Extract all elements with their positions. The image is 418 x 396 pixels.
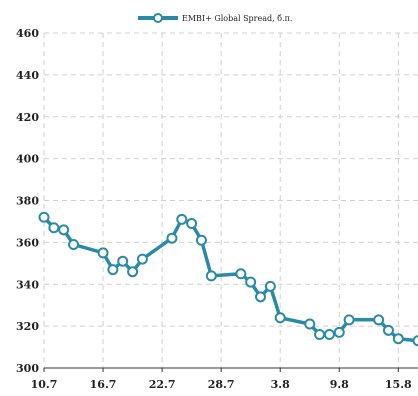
data-point [186, 218, 198, 230]
x-tick-label: 10.7 [31, 378, 58, 391]
data-point [323, 329, 335, 340]
data-point [343, 314, 355, 326]
data-point [245, 276, 257, 288]
x-tick-label: 22.7 [149, 378, 176, 391]
data-point [127, 266, 139, 278]
data-point [107, 264, 119, 276]
y-tick-label: 340 [16, 278, 39, 291]
y-tick-label: 460 [16, 27, 39, 40]
data-point [235, 268, 247, 280]
data-point [382, 324, 394, 336]
legend-marker-swatch [153, 13, 163, 23]
data-point [117, 255, 129, 267]
y-tick-label: 320 [16, 320, 39, 333]
data-point [412, 335, 418, 347]
legend-label: EMBI+ Global Spread, б.п. [182, 14, 292, 23]
x-tick-label: 3.8 [271, 378, 290, 391]
y-tick-label: 300 [16, 362, 39, 375]
y-tick-label: 380 [16, 195, 39, 208]
grid [43, 32, 418, 368]
y-tick-label: 420 [16, 111, 39, 124]
x-tick-label: 28.7 [208, 378, 235, 391]
y-tick-label: 360 [16, 236, 39, 249]
series-layer [38, 211, 418, 347]
x-tick-label: 16.7 [90, 378, 117, 391]
data-point [176, 213, 188, 225]
x-tick-label: 9.8 [330, 378, 349, 391]
data-point [195, 234, 207, 246]
data-point [58, 224, 70, 236]
data-point [274, 312, 286, 324]
data-point [392, 333, 404, 345]
data-point [48, 222, 60, 234]
data-point [38, 211, 50, 223]
y-tick-label: 400 [16, 153, 39, 166]
data-point [136, 253, 148, 265]
data-point [97, 247, 109, 259]
axes: 300 320 340 360 380 400 420 440 460 10.7 16.7 22.7 2… [16, 27, 418, 391]
data-point [264, 280, 276, 292]
data-point [166, 232, 178, 244]
data-point [255, 291, 267, 303]
x-tick-label: 15.8 [385, 378, 412, 391]
data-point [304, 318, 316, 330]
data-point [373, 314, 385, 326]
data-point [314, 329, 326, 340]
y-tick-label: 440 [16, 69, 39, 82]
data-point [68, 238, 80, 250]
data-point [205, 270, 217, 282]
series-line [42, 216, 418, 343]
data-point [333, 326, 345, 338]
legend: EMBI+ Global Spread, б.п. [138, 13, 292, 23]
